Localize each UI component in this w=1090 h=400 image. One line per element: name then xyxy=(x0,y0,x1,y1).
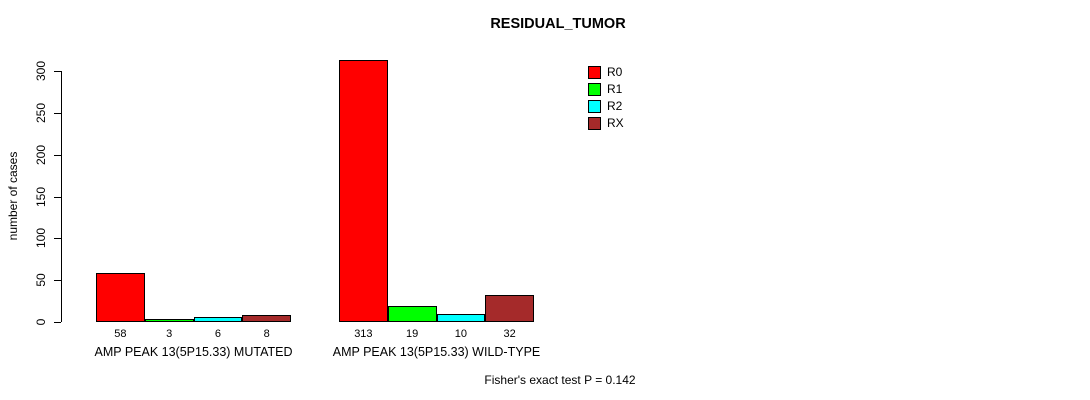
bar-value-label: 6 xyxy=(214,328,221,340)
y-tick-label: 0 xyxy=(34,318,48,326)
legend-swatch-R0 xyxy=(588,66,601,79)
legend-swatch-RX xyxy=(588,117,601,130)
bar-RX xyxy=(485,295,534,322)
y-tick-label: 100 xyxy=(34,228,48,249)
y-axis-tick xyxy=(54,71,61,72)
y-tick-label: 250 xyxy=(34,102,48,123)
y-axis-tick xyxy=(54,154,61,156)
bar-value-label: 3 xyxy=(166,328,173,340)
bar-R2 xyxy=(436,313,486,322)
bar-value-label: 10 xyxy=(454,328,467,340)
y-tick-label: 200 xyxy=(34,144,48,165)
legend-label: R0 xyxy=(607,65,623,79)
y-axis-tick xyxy=(54,322,61,323)
y-axis-tick xyxy=(54,238,61,240)
legend-item-R1: R1 xyxy=(588,83,624,96)
bar-RX xyxy=(242,315,291,322)
y-tick-label: 300 xyxy=(34,60,48,82)
legend-label: R1 xyxy=(607,82,623,96)
legend-swatch-R1 xyxy=(588,83,601,96)
legend: R0 R1 R2 RX xyxy=(588,66,624,134)
legend-item-RX: RX xyxy=(588,117,624,130)
legend-item-R2: R2 xyxy=(588,100,624,113)
bar-value-label: 19 xyxy=(406,328,419,340)
fisher-test-annotation: Fisher's exact test P = 0.142 xyxy=(484,373,636,387)
y-axis-label: number of cases xyxy=(6,151,20,241)
bar-value-label: 32 xyxy=(503,328,516,340)
y-axis-tick xyxy=(54,112,61,114)
group-label: AMP PEAK 13(5P15.33) MUTATED xyxy=(94,345,293,359)
chart-title: RESIDUAL_TUMOR xyxy=(490,16,626,32)
bar-R1 xyxy=(387,306,437,322)
y-axis-tick xyxy=(54,196,61,198)
bar-value-label: 313 xyxy=(354,328,373,340)
bar-R0 xyxy=(96,273,145,322)
y-axis-tick xyxy=(54,280,61,282)
legend-label: R2 xyxy=(607,99,623,113)
bar-value-label: 58 xyxy=(114,328,127,340)
y-tick-label: 150 xyxy=(34,186,48,207)
y-tick-label: 50 xyxy=(34,273,48,287)
legend-swatch-R2 xyxy=(588,100,601,113)
bar-R1 xyxy=(144,319,194,322)
y-axis-line xyxy=(61,71,62,322)
bar-value-label: 8 xyxy=(263,328,270,340)
bar-R0 xyxy=(339,60,388,322)
legend-label: RX xyxy=(607,116,624,130)
bar-R2 xyxy=(193,316,243,322)
group-label: AMP PEAK 13(5P15.33) WILD-TYPE xyxy=(332,345,541,359)
legend-item-R0: R0 xyxy=(588,66,624,79)
